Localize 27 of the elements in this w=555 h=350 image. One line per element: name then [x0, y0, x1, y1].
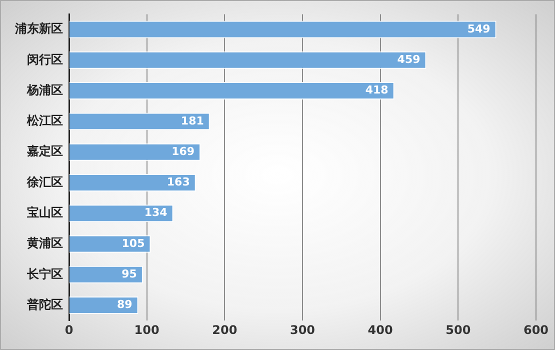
data-label: 89 — [116, 298, 132, 312]
x-tick-label: 300 — [290, 322, 316, 337]
y-tick-label: 闵行区 — [27, 52, 63, 66]
y-tick-label: 长宁区 — [26, 266, 63, 281]
y-tick-label: 浦东新区 — [14, 22, 63, 36]
y-tick-label: 松江区 — [26, 114, 63, 128]
x-tick-label: 200 — [212, 322, 238, 337]
data-label: 549 — [467, 22, 490, 36]
y-tick-label: 普陀区 — [26, 297, 63, 312]
data-label: 418 — [365, 84, 388, 97]
y-tick-label: 黄浦区 — [26, 236, 63, 250]
data-label: 459 — [397, 53, 420, 66]
x-tick-label: 0 — [64, 322, 74, 337]
data-label: 169 — [172, 144, 195, 158]
y-tick-label: 宝山区 — [27, 205, 63, 220]
data-label: 134 — [144, 206, 168, 220]
x-tick-label: 600 — [523, 322, 549, 337]
y-tick-label: 杨浦区 — [26, 82, 63, 97]
x-tick-label: 400 — [368, 322, 393, 337]
data-label: 95 — [122, 268, 137, 280]
data-label: 181 — [180, 114, 204, 128]
y-tick-label: 徐汇区 — [26, 174, 63, 189]
data-label: 163 — [166, 176, 190, 189]
x-tick-label: 500 — [446, 322, 471, 337]
x-tick-label: 100 — [134, 322, 160, 337]
data-label: 105 — [122, 236, 145, 250]
y-tick-label: 嘉定区 — [27, 144, 63, 158]
